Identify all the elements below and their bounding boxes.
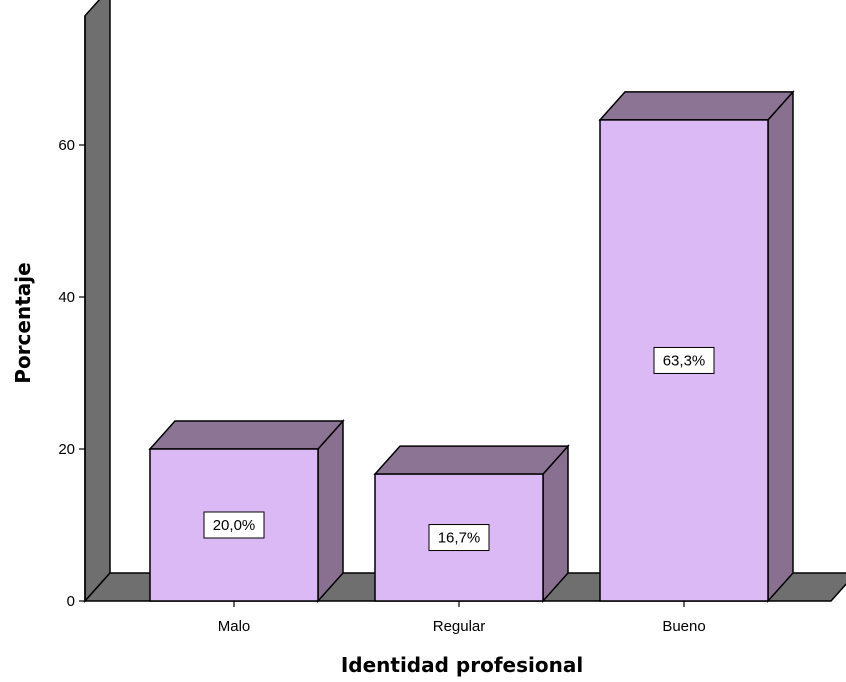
data-label-malo: 20,0%	[213, 517, 256, 534]
bar-top-malo	[148, 420, 345, 450]
bar-regular: 16,7%	[373, 444, 570, 603]
data-label-box-malo	[203, 511, 265, 539]
y-tick-label-40: 40	[58, 289, 75, 306]
data-label-regular: 16,7%	[438, 530, 481, 547]
data-label-box-regular	[428, 524, 490, 552]
x-tick-label-bueno: Bueno	[662, 618, 705, 635]
data-label-box-bueno	[653, 346, 715, 374]
left-wall	[84, 0, 111, 603]
y-tick-label-60: 60	[58, 137, 75, 154]
bar-side-bueno	[767, 89, 794, 603]
bar-top-regular	[373, 445, 570, 475]
bar-bueno: 63,3%	[598, 89, 795, 603]
y-axis: 0 20 40 60	[58, 15, 86, 610]
x-tick-label-malo: Malo	[218, 618, 251, 635]
bar-top-bueno	[598, 91, 795, 121]
x-tick-label-regular: Regular	[433, 618, 486, 635]
bar-side-malo	[317, 419, 344, 603]
data-label-bueno: 63,3%	[663, 352, 706, 369]
y-axis-title: Porcentaje	[11, 262, 35, 383]
x-axis-title: Identidad profesional	[341, 653, 583, 677]
y-tick-label-20: 20	[58, 441, 75, 458]
bars: 20,0% 16,7% 63,3%	[148, 89, 795, 603]
bar-malo: 20,0%	[148, 419, 345, 603]
y-tick-label-0: 0	[67, 593, 75, 610]
x-axis: Malo Regular Bueno	[218, 601, 706, 635]
